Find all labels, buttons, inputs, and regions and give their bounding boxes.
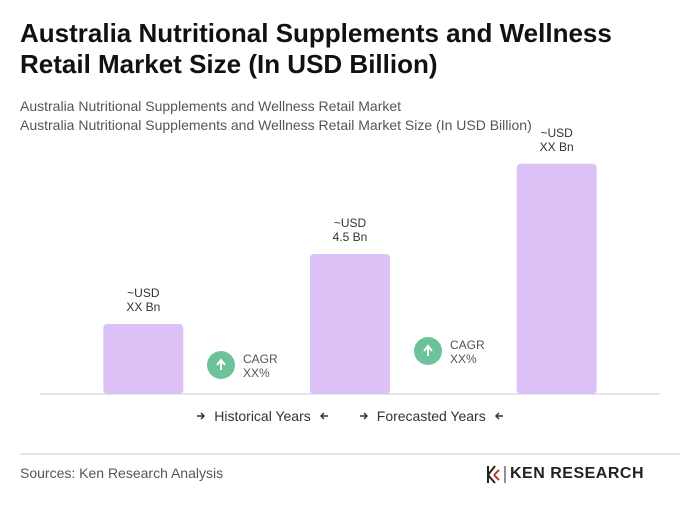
cagr-label: CAGR XX% [450,338,485,366]
source: Sources: Ken Research Analysis [20,465,224,481]
cagr-icon [207,351,235,379]
subtitle: Australia Nutritional Supplements and We… [20,98,402,114]
bar [103,323,184,394]
cagr-arrow [216,358,226,370]
logo: KEN RESEARCH [510,465,645,482]
cagr-arrow [423,344,433,356]
bar [310,253,390,394]
cagr-label: CAGR XX% [243,352,278,380]
value-label: ~USD 4.5 Bn [332,215,368,244]
legend-arrow [197,412,206,420]
legend-arrow [319,412,328,420]
logo-icon [487,465,506,484]
cagr-icon [414,337,442,365]
legend-item: Historical Years [196,408,329,424]
legend-item: Forecasted Years [359,408,504,424]
legend-label: Forecasted Years [376,408,486,424]
legend-arrow [359,412,368,420]
value-label: ~USD XX Bn [126,285,161,314]
value-label: ~USD XX Bn [539,125,574,154]
chart-title: Australia Nutritional Supplements and We… [20,18,612,79]
subtitle: Australia Nutritional Supplements and We… [20,117,532,133]
bar [516,163,597,394]
legend-arrow [494,412,503,420]
legend: Historical Years Forecasted Years [0,408,700,424]
legend-label: Historical Years [214,408,311,424]
